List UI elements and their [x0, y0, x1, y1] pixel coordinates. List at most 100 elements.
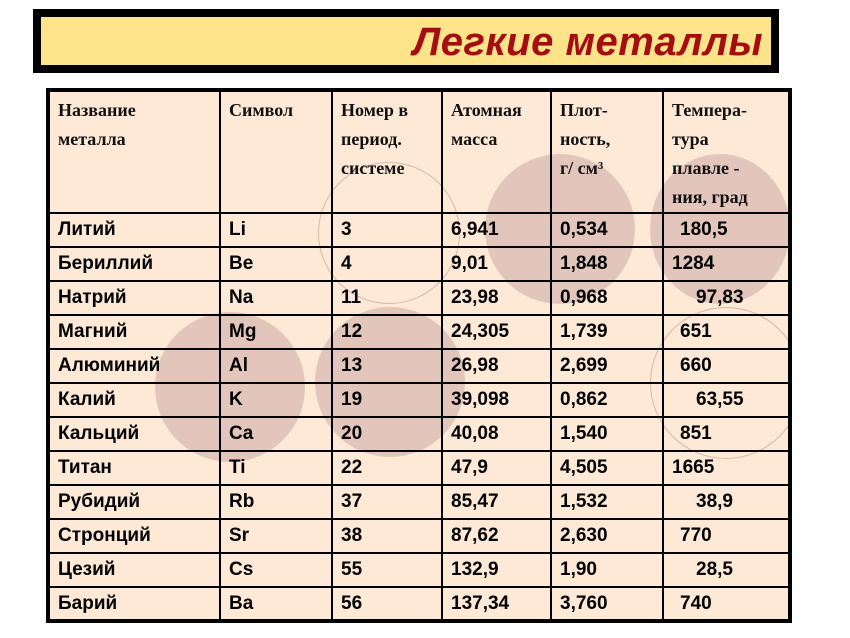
header-line: Темпера-: [672, 100, 747, 120]
cell-value: 28,5: [696, 559, 733, 580]
cell-value: 851: [680, 423, 712, 444]
table-cell: 22: [331, 450, 443, 486]
header-line: ность,: [560, 129, 611, 149]
table-cell: 9,01: [441, 246, 552, 282]
cell-value: Алюминий: [58, 355, 161, 376]
table-row: Калий K 19 39,098 0,862 63,55: [50, 382, 788, 418]
table-cell: 40,08: [441, 416, 552, 452]
table-cell: 1,532: [550, 484, 664, 520]
table-cell: Ti: [219, 450, 333, 486]
column-header: Название металла: [50, 92, 221, 214]
table-cell: 55: [331, 552, 443, 588]
cell-value: 6,941: [451, 219, 499, 240]
table-cell: 3,760: [550, 586, 664, 619]
cell-value: 39,098: [451, 389, 510, 410]
cell-value: 26,98: [451, 355, 499, 376]
table-cell: 63,55: [662, 382, 788, 418]
table-cell: 2,699: [550, 348, 664, 384]
cell-value: Кальций: [58, 423, 140, 444]
cell-value: 1,532: [560, 491, 608, 512]
cell-value: 63,55: [696, 389, 744, 410]
cell-value: Ba: [229, 593, 254, 614]
header-line: системе: [341, 158, 405, 178]
table-cell: 6,941: [441, 213, 552, 248]
table-cell: 137,34: [441, 586, 552, 619]
table-row: Цезий Cs 55 132,9 1,90 28,5: [50, 552, 788, 588]
cell-value: 9,01: [451, 253, 488, 274]
table-cell: 1,739: [550, 314, 664, 350]
table-cell: 0,534: [550, 213, 664, 248]
table-cell: Титан: [50, 450, 221, 486]
metals-table: Название металла Символ Номер в период. систе…: [50, 92, 788, 619]
table-cell: 1284: [662, 246, 788, 282]
table-cell: 2,630: [550, 518, 664, 554]
title-banner: Легкие металлы: [33, 9, 779, 73]
cell-value: 13: [341, 355, 363, 376]
cell-value: 40,08: [451, 423, 499, 444]
table-cell: 13: [331, 348, 443, 384]
table-cell: 4,505: [550, 450, 664, 486]
table-row: Кальций Ca 20 40,08 1,540 851: [50, 416, 788, 452]
table-cell: Rb: [219, 484, 333, 520]
table-cell: Na: [219, 280, 333, 316]
table-cell: 28,5: [662, 552, 788, 588]
cell-value: 2,630: [560, 525, 608, 546]
header-line: масса: [451, 129, 498, 149]
cell-value: 23,98: [451, 287, 499, 308]
cell-value: 3: [341, 219, 352, 240]
table-row: Бериллий Be 4 9,01 1,848 1284: [50, 246, 788, 282]
cell-value: Be: [229, 253, 254, 274]
table-cell: 651: [662, 314, 788, 350]
column-header: Номер в период. системе: [331, 92, 443, 214]
column-header: Плот-ность, г/ см³: [550, 92, 664, 214]
cell-value: 56: [341, 593, 363, 614]
cell-value: 1,739: [560, 321, 608, 342]
cell-value: 770: [680, 525, 712, 546]
cell-value: Li: [229, 219, 246, 240]
table-cell: Рубидий: [50, 484, 221, 520]
slide-title: Легкие металлы: [412, 20, 763, 64]
cell-value: 2,699: [560, 355, 608, 376]
cell-value: 3,760: [560, 593, 608, 614]
table-row: Литий Li 3 6,941 0,534 180,5: [50, 213, 788, 248]
table-row: Титан Ti 22 47,9 4,505 1665: [50, 450, 788, 486]
column-header: Атомная масса: [441, 92, 552, 214]
cell-value: 24,305: [451, 321, 510, 342]
cell-value: 1284: [672, 253, 715, 274]
cell-value: Sr: [229, 525, 250, 546]
cell-value: 4: [341, 253, 352, 274]
table-cell: 24,305: [441, 314, 552, 350]
table-cell: Литий: [50, 213, 221, 248]
cell-value: Стронций: [58, 525, 151, 546]
table-cell: Li: [219, 213, 333, 248]
cell-value: Al: [229, 355, 248, 376]
table-cell: 38,9: [662, 484, 788, 520]
column-header: Символ: [219, 92, 333, 214]
cell-value: 137,34: [451, 593, 510, 614]
table-cell: Бериллий: [50, 246, 221, 282]
table-cell: 56: [331, 586, 443, 619]
table-cell: 0,862: [550, 382, 664, 418]
table-row: Стронций Sr 38 87,62 2,630 770: [50, 518, 788, 554]
table-cell: 23,98: [441, 280, 552, 316]
table-cell: 87,62: [441, 518, 552, 554]
cell-value: 0,968: [560, 287, 608, 308]
table-cell: 1,848: [550, 246, 664, 282]
cell-value: 85,47: [451, 491, 499, 512]
header-line: металла: [58, 129, 126, 149]
header-line: Номер в: [341, 100, 409, 120]
cell-value: Барий: [58, 593, 118, 614]
header-line: плавле -: [672, 158, 740, 178]
table-cell: 0,968: [550, 280, 664, 316]
header-line: тура: [672, 129, 709, 149]
table-cell: Cs: [219, 552, 333, 588]
table-cell: 11: [331, 280, 443, 316]
cell-value: 651: [680, 321, 712, 342]
table-cell: 26,98: [441, 348, 552, 384]
table-cell: 851: [662, 416, 788, 452]
cell-value: 38: [341, 525, 363, 546]
cell-value: 11: [341, 287, 362, 308]
cell-value: Калий: [58, 389, 116, 410]
table-cell: 1,90: [550, 552, 664, 588]
table-cell: Кальций: [50, 416, 221, 452]
